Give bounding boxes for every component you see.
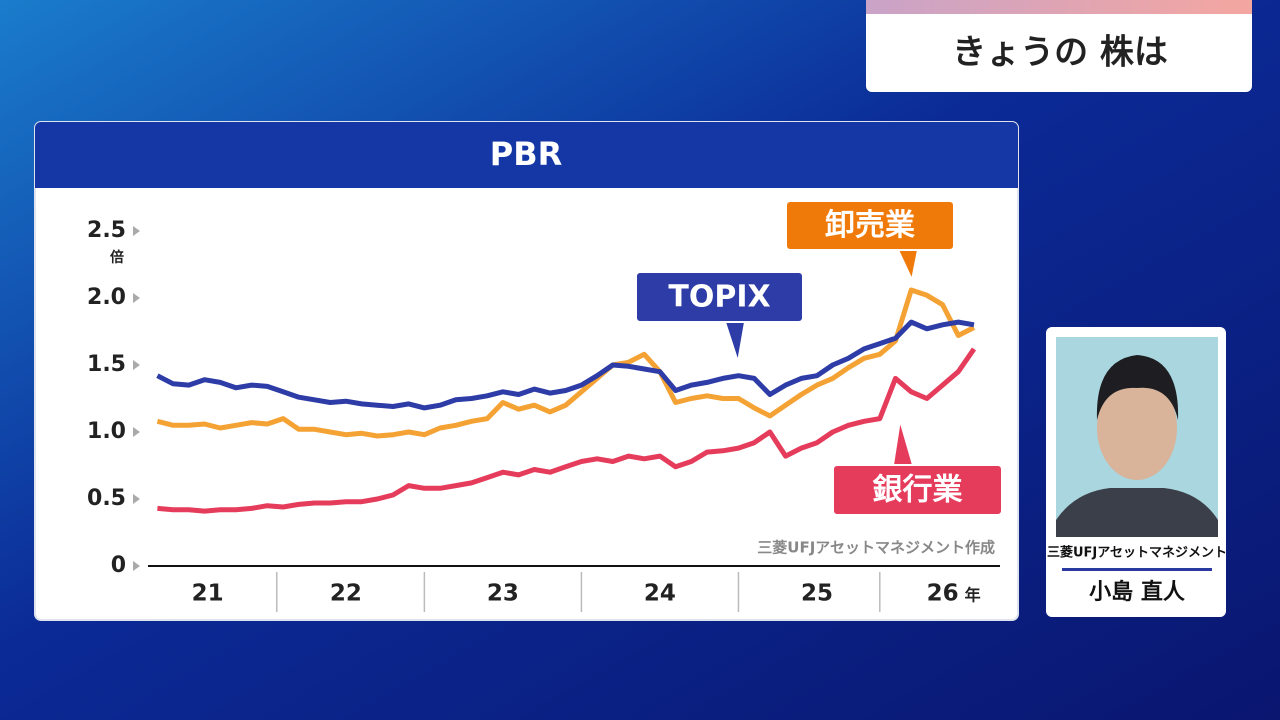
- callout-box: [635, 271, 804, 323]
- chart-header: [35, 122, 1018, 188]
- y-tick-label: 2.5: [87, 218, 126, 243]
- y-tick-label: 0: [111, 553, 126, 578]
- x-tick-label: 26: [927, 581, 959, 607]
- guest-body: [1056, 488, 1218, 537]
- x-tick-label: 24: [644, 581, 676, 607]
- guest-name: 小島 直人: [1089, 579, 1185, 605]
- guest-head: [1097, 376, 1177, 480]
- series-line: [156, 319, 975, 411]
- y-tick-mark: [133, 360, 140, 370]
- legend-label: 卸売業: [825, 208, 915, 243]
- series-line: [157, 347, 977, 514]
- callout-box: [832, 464, 1003, 516]
- x-tick-label: 25: [801, 581, 833, 607]
- callout-box: [785, 200, 955, 251]
- y-tick-label: 1.5: [87, 352, 126, 377]
- guest-underline: [1062, 568, 1212, 571]
- y-tick-mark: [133, 293, 140, 303]
- topic-card: [866, 0, 1252, 92]
- y-tick-mark: [133, 427, 140, 437]
- legend-label: TOPIX: [668, 280, 770, 315]
- y-tick-label: 1.0: [87, 419, 126, 444]
- y-unit: 倍: [110, 249, 124, 266]
- topic-strip: [866, 0, 1252, 14]
- y-tick-label: 2.0: [87, 285, 126, 310]
- y-tick-label: 0.5: [87, 486, 126, 511]
- series-line: [156, 287, 976, 439]
- x-tick-label: 21: [192, 581, 224, 607]
- guest-company: 三菱UFJアセットマネジメント: [1047, 545, 1227, 561]
- source-note: 三菱UFJアセットマネジメント作成: [757, 539, 995, 557]
- guest-hair: [1096, 355, 1179, 420]
- y-tick-mark: [133, 561, 140, 571]
- legend-label: 銀行業: [873, 473, 963, 508]
- x-unit: 年: [965, 586, 981, 605]
- topic-title: きょうの 株は: [952, 33, 1168, 73]
- x-tick-label: 22: [330, 581, 362, 607]
- y-tick-mark: [133, 226, 140, 236]
- x-tick-label: 23: [487, 581, 519, 607]
- y-tick-mark: [133, 494, 140, 504]
- chart-title: PBR: [490, 135, 562, 173]
